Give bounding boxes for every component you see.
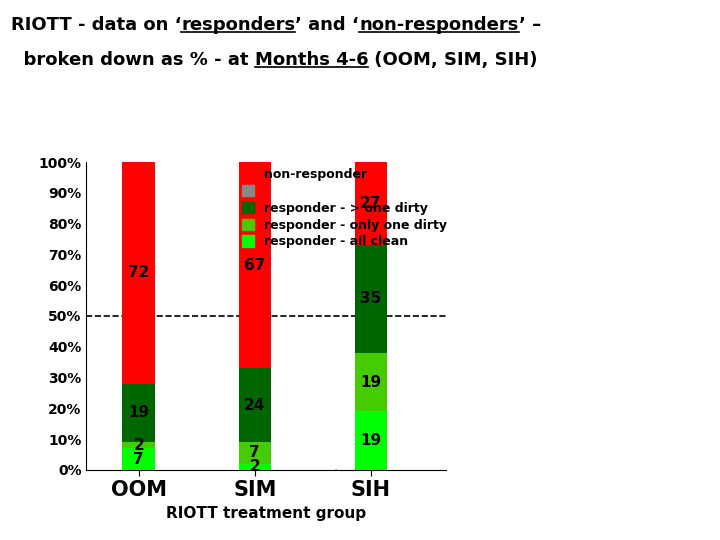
Text: (OOM, SIM, SIH): (OOM, SIM, SIH) <box>368 51 538 69</box>
Text: non-responders: non-responders <box>359 16 518 34</box>
Text: 35: 35 <box>360 292 382 307</box>
Text: 72: 72 <box>128 265 149 280</box>
Bar <box>122 448 155 470</box>
X-axis label: RIOTT treatment group: RIOTT treatment group <box>166 506 366 521</box>
Bar <box>122 442 155 448</box>
Legend: non-responder, , responder - > one dirty, responder - only one dirty, responder : non-responder, , responder - > one dirty… <box>242 168 447 248</box>
Text: broken down as % - at: broken down as % - at <box>11 51 255 69</box>
Bar <box>238 368 271 442</box>
Text: 67: 67 <box>244 258 266 273</box>
Text: 2: 2 <box>249 459 260 474</box>
Text: Months 4-6: Months 4-6 <box>255 51 368 69</box>
Text: 19: 19 <box>128 406 149 420</box>
Text: 19: 19 <box>360 375 382 389</box>
Bar <box>355 411 387 470</box>
Text: ’ –: ’ – <box>518 16 541 34</box>
Bar <box>238 442 271 464</box>
Bar <box>238 464 271 470</box>
Text: ’ and ‘: ’ and ‘ <box>295 16 359 34</box>
Text: 27: 27 <box>360 196 382 211</box>
Text: 7: 7 <box>133 451 144 467</box>
Bar <box>122 383 155 442</box>
Text: 24: 24 <box>244 397 266 413</box>
Bar <box>355 353 387 411</box>
Bar <box>238 162 271 368</box>
Text: 7: 7 <box>249 446 260 461</box>
Text: 19: 19 <box>360 433 382 448</box>
Bar <box>355 162 387 245</box>
Text: RIOTT - data on ‘: RIOTT - data on ‘ <box>11 16 181 34</box>
Bar <box>122 162 155 383</box>
Bar <box>355 245 387 353</box>
Text: responders: responders <box>181 16 295 34</box>
Text: 2: 2 <box>133 438 144 453</box>
